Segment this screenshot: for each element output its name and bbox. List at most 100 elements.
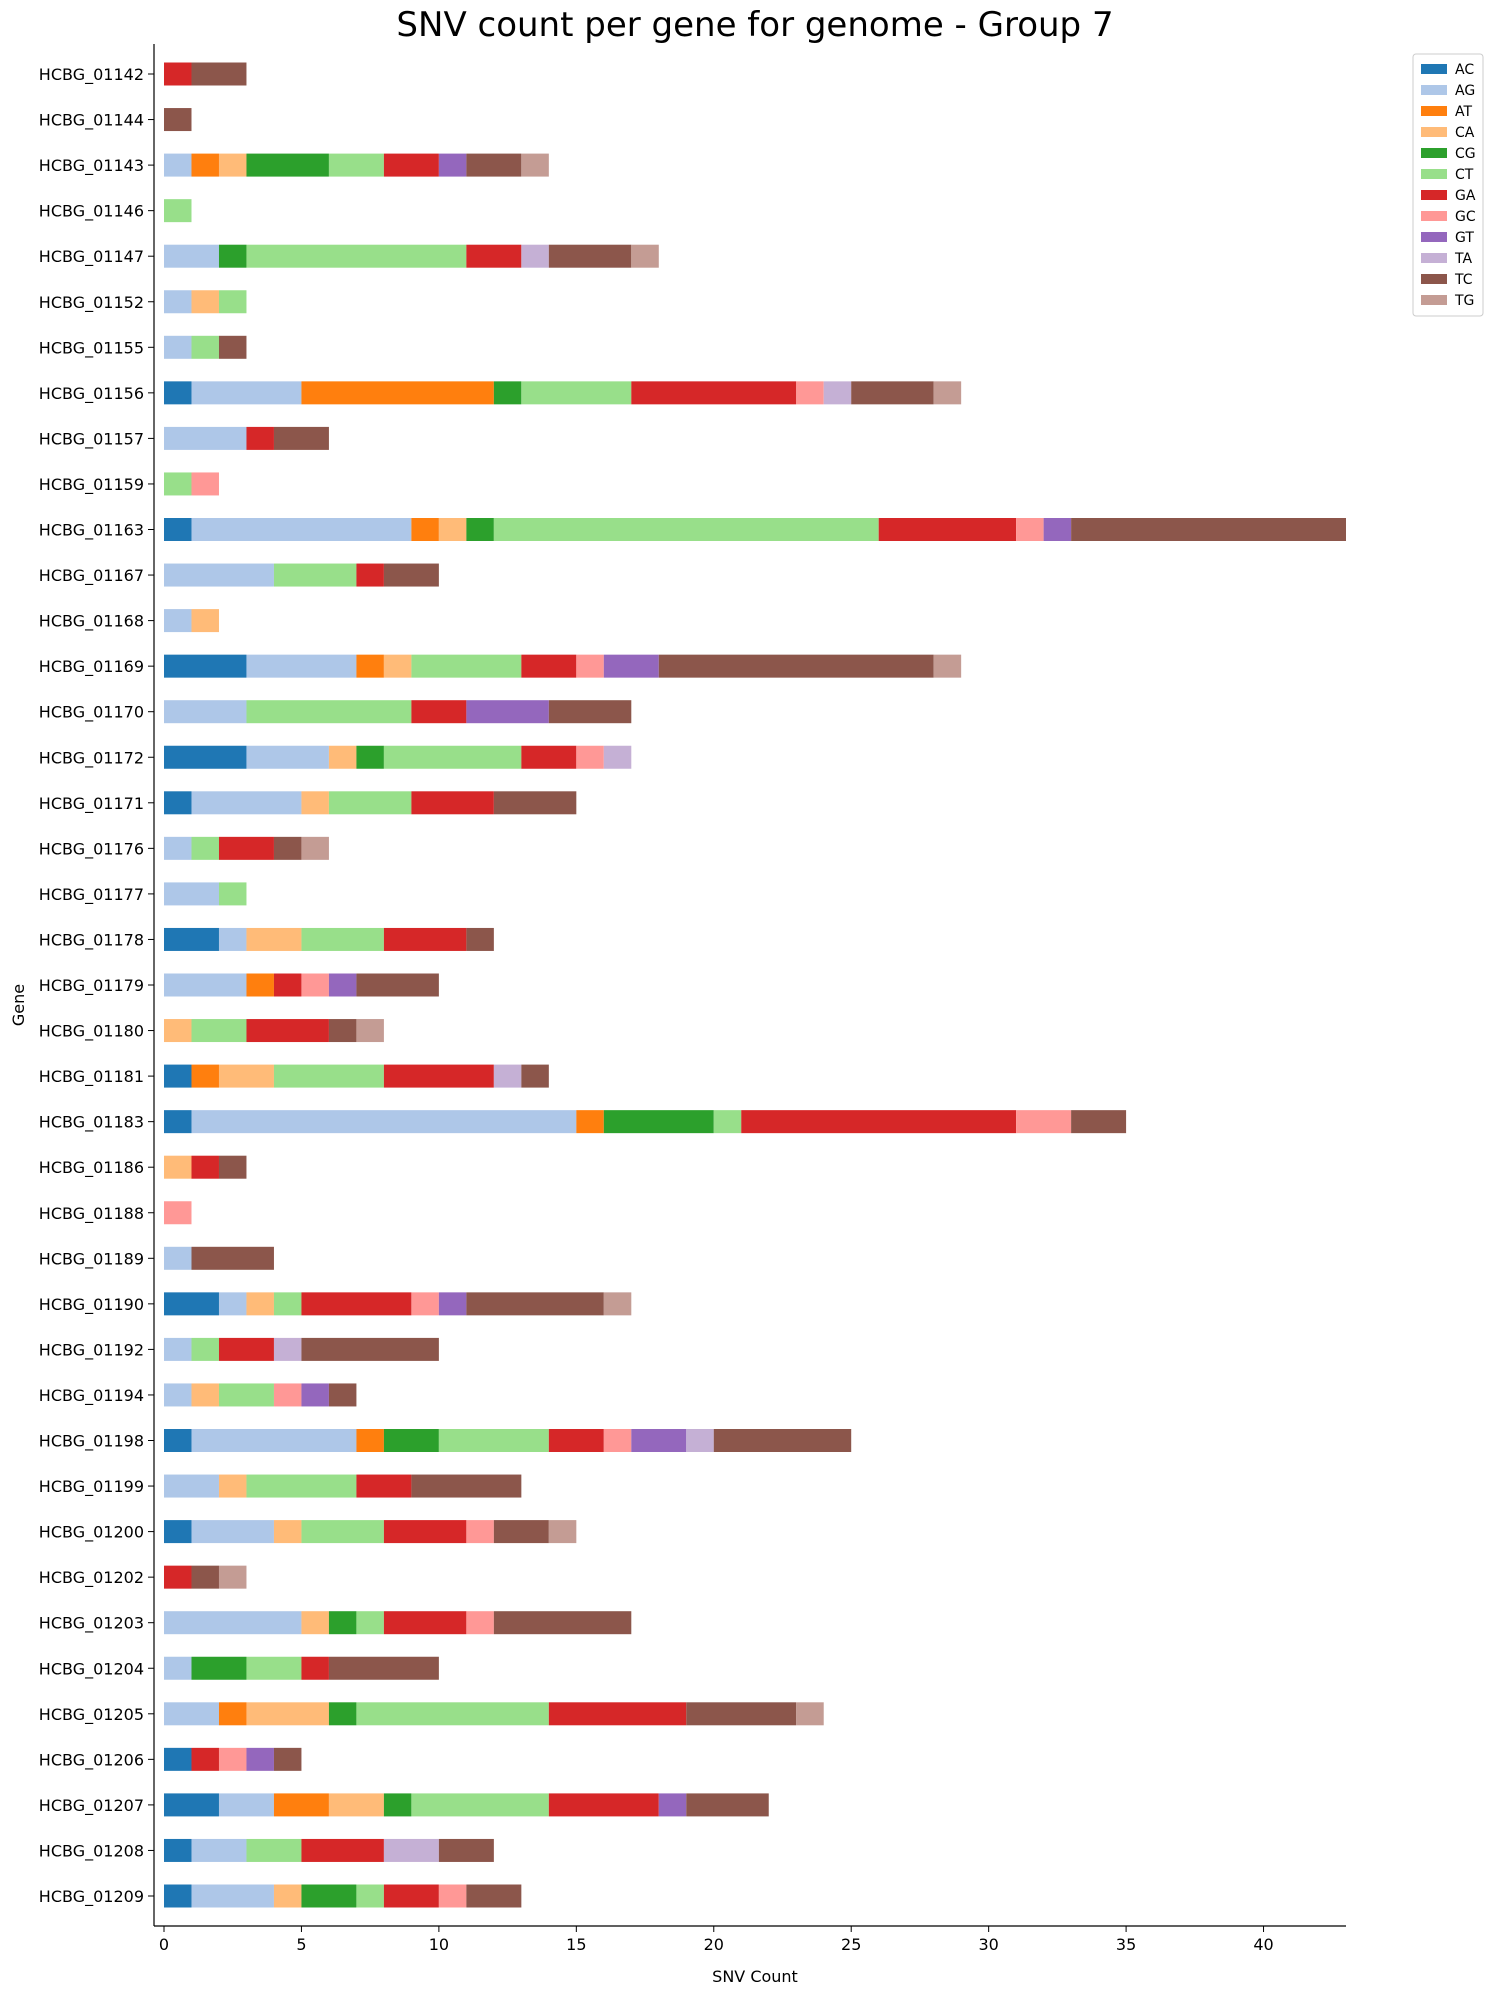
bar-HCBG_01178-AC [164,927,219,951]
bar-HCBG_01207-AT [273,1793,329,1817]
bar-HCBG_01169-GT [603,654,659,678]
y-tick-label: HCBG_01176 [39,839,144,859]
bar-HCBG_01178-AG [218,927,247,951]
bar-HCBG_01198-TC [713,1429,852,1452]
bar-HCBG_01188-GC [164,1201,192,1225]
y-tick-label: HCBG_01198 [39,1432,144,1452]
bar-HCBG_01209-AG [191,1884,274,1908]
bar-HCBG_01181-AT [191,1064,219,1088]
bar-HCBG_01208-CT [246,1838,302,1862]
bar-HCBG_01194-GT [301,1383,329,1407]
bar-HCBG_01147-TC [548,244,632,268]
legend-swatch-TG [1421,295,1447,305]
bar-HCBG_01180-GA [246,1019,329,1043]
bar-HCBG_01198-CG [383,1429,439,1452]
bar-HCBG_01169-CA [383,654,412,678]
bar-HCBG_01205-CT [356,1702,549,1726]
bar-HCBG_01207-CT [411,1793,549,1817]
bar-HCBG_01156-AC [164,381,192,405]
bar-HCBG_01198-GT [631,1429,687,1452]
bar-HCBG_01183-GC [1016,1110,1072,1134]
bar-HCBG_01179-AG [164,973,247,997]
bar-HCBG_01180-CA [164,1019,192,1043]
y-tick-label: HCBG_01178 [39,930,144,950]
legend-frame [1412,53,1484,317]
bar-HCBG_01143-CA [218,153,247,177]
bar-HCBG_01143-AT [191,153,219,177]
bar-HCBG_01170-GA [411,700,467,724]
legend-label-GC: GC [1455,209,1476,225]
bar-HCBG_01200-CT [301,1520,384,1544]
legend-label-GA: GA [1455,188,1476,204]
bar-HCBG_01142-GA [164,62,192,86]
bar-HCBG_01200-TG [548,1520,577,1544]
bar-HCBG_01171-AG [191,791,302,815]
y-tick-label: HCBG_01186 [39,1158,144,1178]
bar-HCBG_01163-CA [438,518,467,541]
bar-HCBG_01200-TC [493,1520,549,1544]
bar-HCBG_01203-CT [356,1611,384,1635]
y-tick-label: HCBG_01159 [39,475,144,495]
bar-HCBG_01179-TC [356,973,439,997]
bar-HCBG_01163-GC [1016,518,1044,541]
bar-HCBG_01206-GC [218,1747,247,1771]
bar-HCBG_01172-GC [576,745,604,769]
bar-HCBG_01198-TA [686,1429,714,1452]
bar-HCBG_01189-TC [191,1246,274,1270]
bar-HCBG_01156-CG [493,381,522,405]
bar-HCBG_01203-AG [164,1611,302,1635]
bar-HCBG_01194-GC [273,1383,302,1407]
y-tick-label: HCBG_01180 [39,1022,144,1042]
y-tick-label: HCBG_01146 [39,202,144,222]
bar-HCBG_01172-AG [246,745,329,769]
bar-HCBG_01192-AG [164,1337,192,1361]
y-tick-label: HCBG_01209 [39,1887,144,1907]
bar-HCBG_01186-TC [218,1155,247,1179]
bar-HCBG_01163-TC [1071,518,1346,541]
bar-HCBG_01155-AG [164,335,192,359]
bar-HCBG_01207-CG [383,1793,412,1817]
bar-HCBG_01163-GA [878,518,1017,541]
bar-HCBG_01181-GA [383,1064,494,1088]
bar-HCBG_01203-CA [301,1611,329,1635]
bar-HCBG_01190-CT [273,1292,302,1316]
y-tick-label: HCBG_01207 [39,1796,144,1816]
bar-HCBG_01169-GC [576,654,604,678]
bar-HCBG_01183-CT [713,1110,742,1134]
bar-HCBG_01204-AG [164,1656,192,1680]
y-tick-label: HCBG_01142 [39,65,144,85]
bar-HCBG_01189-AG [164,1246,192,1270]
bar-HCBG_01181-CT [273,1064,384,1088]
bar-HCBG_01207-CA [328,1793,384,1817]
x-axis-ticks: 0 5 10 15 20 25 30 35 40 [159,1926,1274,1954]
bar-HCBG_01209-CG [301,1884,357,1908]
legend-label-AG: AG [1455,83,1475,99]
bar-HCBG_01198-AG [191,1429,357,1452]
bar-HCBG_01180-CT [191,1019,247,1043]
bar-HCBG_01143-CT [328,153,384,177]
bar-HCBG_01192-GA [218,1337,274,1361]
x-axis-label: SNV Count [712,1967,798,1986]
bar-HCBG_01194-AG [164,1383,192,1407]
bar-HCBG_01147-TA [521,244,549,268]
bar-HCBG_01207-GT [658,1793,687,1817]
bar-HCBG_01143-TG [521,153,549,177]
bar-HCBG_01209-GC [438,1884,467,1908]
bar-HCBG_01177-AG [164,882,219,906]
bar-HCBG_01146-CT [164,199,192,223]
y-tick-label: HCBG_01147 [39,247,144,267]
y-tick-label: HCBG_01157 [39,429,144,449]
legend-swatch-TC [1421,274,1447,284]
bar-HCBG_01156-TC [851,381,934,405]
legend-label-CA: CA [1455,125,1475,141]
bar-HCBG_01178-CA [246,927,302,951]
bar-HCBG_01176-TG [301,836,329,860]
bar-HCBG_01172-CG [356,745,384,769]
legend-label-GT: GT [1455,230,1474,246]
y-tick-label: HCBG_01163 [39,521,144,541]
bar-HCBG_01180-TG [356,1019,384,1043]
bar-HCBG_01205-CG [328,1702,357,1726]
bar-HCBG_01147-AG [164,244,219,268]
bar-HCBG_01172-AC [164,745,247,769]
bar-HCBG_01199-AG [164,1474,219,1498]
